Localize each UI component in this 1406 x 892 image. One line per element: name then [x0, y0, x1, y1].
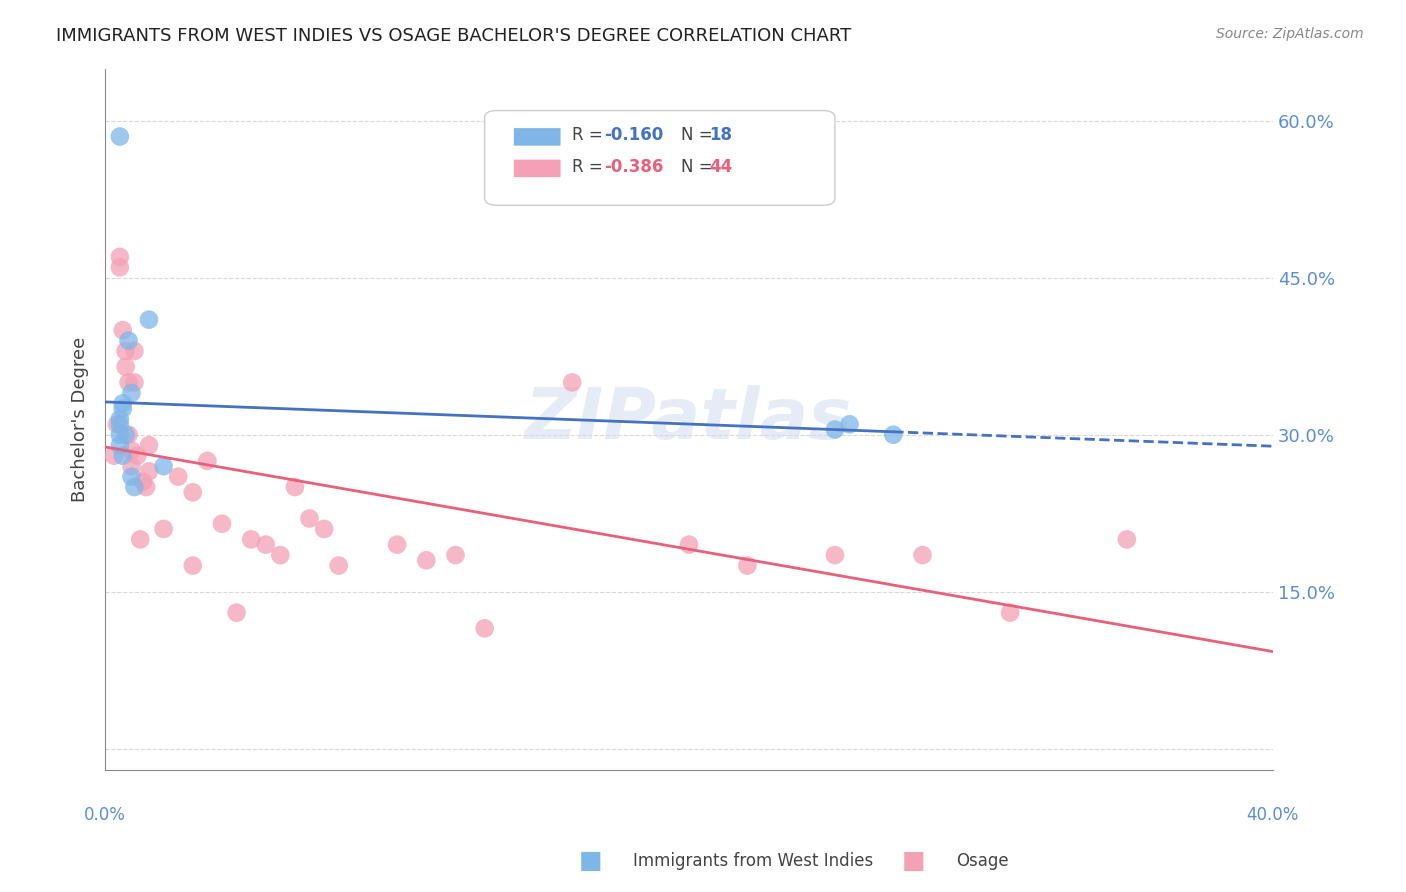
Text: ■: ■ [903, 849, 925, 872]
Text: N =: N = [681, 158, 717, 176]
Text: ZIPatlas: ZIPatlas [526, 384, 852, 453]
Point [328, 558, 350, 573]
Point [181, 485, 204, 500]
Point [181, 558, 204, 573]
Point [108, 260, 131, 275]
Point [998, 606, 1021, 620]
Text: Source: ZipAtlas.com: Source: ZipAtlas.com [1216, 27, 1364, 41]
Text: 18: 18 [709, 126, 733, 145]
Text: 0.0%: 0.0% [84, 806, 127, 824]
Point [444, 548, 467, 562]
Point [114, 427, 136, 442]
Text: -0.160: -0.160 [603, 126, 664, 145]
Point [138, 312, 160, 326]
Point [314, 522, 336, 536]
Point [824, 423, 846, 437]
Point [124, 480, 146, 494]
Point [127, 449, 149, 463]
Point [240, 533, 263, 547]
Point [124, 376, 146, 390]
Point [225, 606, 247, 620]
Point [108, 417, 131, 432]
Point [108, 129, 131, 144]
Point [108, 427, 131, 442]
Point [121, 385, 143, 400]
Text: ■: ■ [579, 849, 602, 872]
Point [269, 548, 291, 562]
Point [561, 376, 583, 390]
Point [132, 475, 155, 489]
Point [108, 438, 131, 452]
Text: 40.0%: 40.0% [1247, 806, 1299, 824]
Point [911, 548, 934, 562]
Text: R =: R = [572, 126, 609, 145]
Text: Osage: Osage [956, 852, 1008, 870]
Point [108, 412, 131, 426]
Point [129, 533, 152, 547]
Y-axis label: Bachelor's Degree: Bachelor's Degree [72, 336, 89, 501]
Point [298, 511, 321, 525]
Point [737, 558, 759, 573]
Point [103, 449, 125, 463]
Point [117, 427, 139, 442]
Text: Immigrants from West Indies: Immigrants from West Indies [633, 852, 873, 870]
Point [121, 469, 143, 483]
Point [882, 427, 904, 442]
Text: N =: N = [681, 126, 717, 145]
Point [114, 344, 136, 359]
Point [111, 323, 134, 337]
Point [138, 438, 160, 452]
Point [1115, 533, 1137, 547]
Point [117, 376, 139, 390]
Point [211, 516, 233, 531]
Point [121, 459, 143, 474]
Text: IMMIGRANTS FROM WEST INDIES VS OSAGE BACHELOR'S DEGREE CORRELATION CHART: IMMIGRANTS FROM WEST INDIES VS OSAGE BAC… [56, 27, 852, 45]
Point [678, 538, 700, 552]
Point [111, 396, 134, 410]
Point [152, 522, 174, 536]
Point [114, 359, 136, 374]
Point [385, 538, 408, 552]
Text: -0.386: -0.386 [603, 158, 664, 176]
Point [108, 250, 131, 264]
Point [152, 459, 174, 474]
Point [838, 417, 860, 432]
Point [124, 344, 146, 359]
Point [111, 449, 134, 463]
FancyBboxPatch shape [513, 160, 561, 178]
FancyBboxPatch shape [513, 128, 561, 145]
FancyBboxPatch shape [485, 111, 835, 205]
Point [167, 469, 190, 483]
Point [111, 401, 134, 416]
Point [121, 443, 143, 458]
Point [415, 553, 437, 567]
Point [254, 538, 277, 552]
Text: 44: 44 [709, 158, 733, 176]
Point [138, 464, 160, 478]
Point [824, 548, 846, 562]
Point [117, 334, 139, 348]
Point [135, 480, 157, 494]
Text: R =: R = [572, 158, 609, 176]
Point [195, 454, 218, 468]
Point [474, 621, 496, 635]
Point [284, 480, 307, 494]
Point [105, 417, 128, 432]
